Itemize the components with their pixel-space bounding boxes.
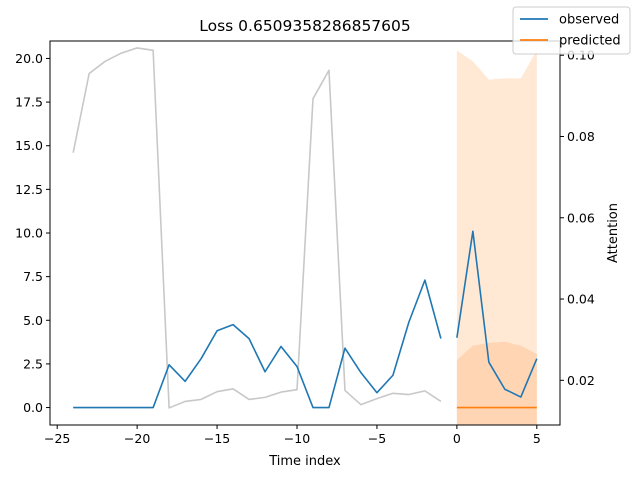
- left-y-tick-label: 20.0: [15, 51, 43, 66]
- x-tick-label: −25: [44, 431, 70, 446]
- left-y-tick-label: 12.5: [15, 182, 43, 197]
- right-y-tick-label: 0.04: [567, 292, 595, 307]
- legend: observed predicted: [512, 6, 631, 55]
- legend-observed-label: observed: [559, 13, 619, 28]
- attention-bands: [456, 50, 537, 425]
- x-tick-label: −20: [124, 431, 150, 446]
- chart-title: Loss 0.6509358286857605: [199, 17, 411, 35]
- left-y-tick-label: 15.0: [15, 138, 43, 153]
- observed-future-line: [456, 230, 538, 398]
- left-y-tick-label: 2.5: [23, 356, 43, 371]
- x-tick-label: 5: [533, 431, 541, 446]
- attention-band-1: [456, 341, 537, 425]
- x-tick-label: 0: [453, 431, 461, 446]
- left-y-tick-label: 10.0: [15, 226, 43, 241]
- legend-predicted-label: predicted: [559, 34, 621, 49]
- attention-history-line: [72, 47, 442, 409]
- left-y-tick-label: 17.5: [15, 95, 43, 110]
- x-tick-label: −5: [368, 431, 386, 446]
- left-y-tick-label: 7.5: [23, 269, 43, 284]
- right-y-tick-label: 0.02: [567, 373, 595, 388]
- left-y-tick-label: 0.0: [23, 400, 43, 415]
- left-y-tick-label: 5.0: [23, 313, 43, 328]
- right-y-axis-label: Attention: [606, 203, 621, 263]
- right-y-tick-label: 0.06: [567, 210, 595, 225]
- series-lines: [72, 47, 538, 409]
- x-tick-label: −10: [284, 431, 310, 446]
- x-tick-label: −15: [204, 431, 230, 446]
- axes: −25 −20 −15 −10 −5 0 5 0.0 2.5 5.0 7.5 10.0 12.5 15.0…: [15, 40, 595, 446]
- attention-band-0: [456, 50, 537, 425]
- x-axis-label: Time index: [268, 454, 341, 469]
- right-y-tick-label: 0.08: [567, 129, 595, 144]
- series-line-observed: [73, 279, 442, 409]
